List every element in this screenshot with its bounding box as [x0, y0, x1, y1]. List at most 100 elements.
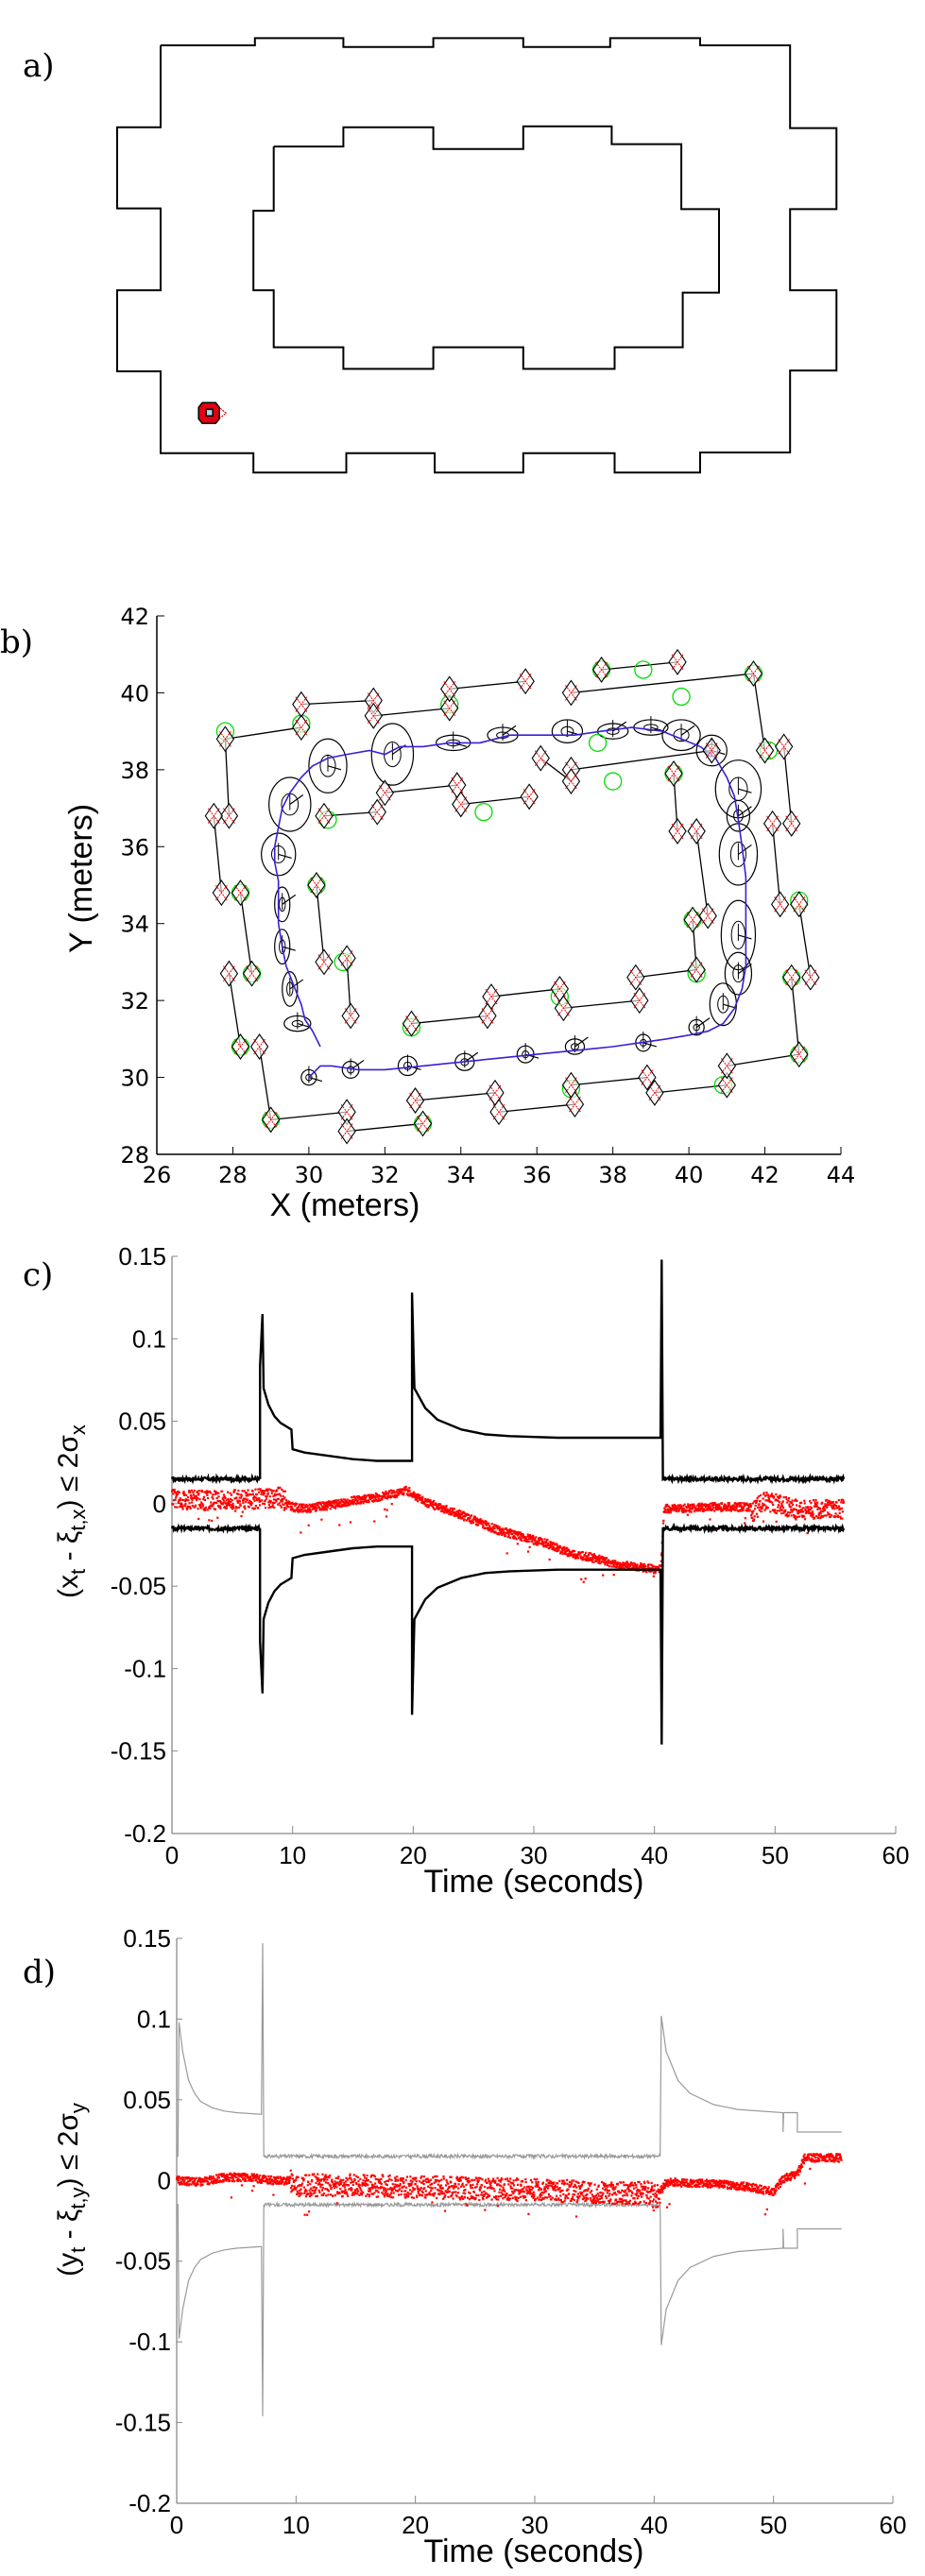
error-point — [642, 1562, 646, 1565]
landmark-cross — [234, 884, 247, 901]
error-point — [338, 2192, 341, 2195]
error-point — [365, 2179, 368, 2182]
error-point — [192, 1496, 196, 1500]
error-point — [388, 2177, 391, 2180]
error-point — [242, 1498, 246, 1502]
error-point — [650, 1570, 653, 1573]
error-point — [797, 2170, 800, 2174]
error-point — [769, 1500, 772, 1503]
error-point — [316, 1502, 319, 1505]
error-point — [451, 2192, 454, 2195]
error-point — [642, 1570, 644, 1573]
error-point — [556, 2194, 558, 2197]
error-point — [571, 2197, 574, 2201]
error-point — [678, 1507, 681, 1510]
error-point — [322, 1509, 325, 1511]
error-point — [455, 1510, 458, 1512]
error-point — [182, 1491, 185, 1493]
error-point — [230, 1493, 233, 1496]
error-point — [308, 2174, 311, 2176]
error-point — [586, 2192, 589, 2195]
error-point — [407, 2192, 410, 2195]
error-point — [775, 2189, 778, 2192]
error-point — [479, 1522, 483, 1525]
error-point — [416, 2195, 419, 2198]
error-point — [444, 2184, 448, 2187]
error-point — [538, 2189, 540, 2192]
error-point — [334, 2181, 338, 2184]
landmark-link — [695, 830, 709, 916]
error-point — [800, 2165, 804, 2168]
error-point — [539, 2194, 541, 2197]
error-point — [826, 2155, 829, 2158]
error-point — [359, 1500, 362, 1503]
error-point — [372, 2184, 375, 2187]
error-point — [483, 2190, 486, 2193]
error-point — [385, 2194, 389, 2197]
error-point — [353, 2177, 356, 2181]
error-point — [747, 1506, 751, 1509]
error-point — [310, 2193, 313, 2197]
error-point — [475, 2177, 478, 2180]
error-point — [465, 2183, 468, 2186]
panel-c-label: c) — [23, 1256, 54, 1294]
error-point — [728, 2186, 732, 2189]
error-point — [761, 1502, 764, 1505]
landmark-marker — [440, 694, 459, 722]
error-point — [351, 1500, 354, 1504]
error-point — [738, 2188, 741, 2191]
error-point — [596, 1558, 599, 1561]
error-point — [241, 2178, 244, 2181]
error-point — [468, 1513, 471, 1516]
error-point — [323, 2179, 326, 2182]
error-point — [605, 2196, 608, 2200]
error-point — [746, 1508, 750, 1510]
error-point — [725, 2182, 728, 2185]
error-point — [711, 1508, 714, 1510]
error-point — [774, 2184, 778, 2188]
error-point — [312, 2174, 315, 2176]
error-point — [306, 1505, 309, 1508]
error-point — [457, 2179, 460, 2182]
error-point — [790, 1506, 793, 1509]
error-point — [223, 1495, 227, 1498]
error-point — [652, 2206, 655, 2209]
error-point — [505, 1527, 508, 1530]
error-point — [385, 1497, 389, 1500]
error-point — [238, 1496, 241, 1499]
landmark-cross — [340, 1103, 353, 1120]
error-point — [332, 1504, 334, 1507]
error-point — [500, 2185, 503, 2188]
error-point — [289, 2187, 293, 2190]
error-point — [538, 1539, 540, 1542]
error-point — [809, 1509, 812, 1511]
error-point — [550, 1545, 553, 1548]
error-point — [823, 1507, 826, 1510]
error-point — [286, 2178, 290, 2181]
error-point — [387, 2175, 390, 2178]
error-point — [816, 2153, 819, 2157]
error-point — [396, 2184, 399, 2187]
error-point — [217, 2174, 220, 2176]
error-point — [396, 2175, 399, 2178]
error-point — [303, 2190, 307, 2192]
error-point — [688, 2183, 692, 2187]
error-point — [666, 2182, 669, 2185]
error-point — [720, 2179, 723, 2183]
error-point — [349, 1521, 352, 1524]
error-point — [299, 2189, 301, 2192]
error-point — [343, 2181, 346, 2184]
error-point — [811, 2160, 814, 2163]
error-point — [817, 1512, 820, 1515]
error-point — [206, 1509, 209, 1511]
error-point — [659, 1560, 662, 1562]
error-point — [666, 2184, 669, 2187]
error-point — [663, 2184, 666, 2187]
x-tick-label: 36 — [522, 1162, 552, 1188]
error-point — [373, 2185, 376, 2189]
error-point — [398, 1493, 401, 1495]
error-point — [512, 1537, 515, 1540]
error-point — [270, 1490, 274, 1493]
pose-covariance-ellipse — [720, 899, 757, 971]
error-point — [191, 2176, 194, 2179]
